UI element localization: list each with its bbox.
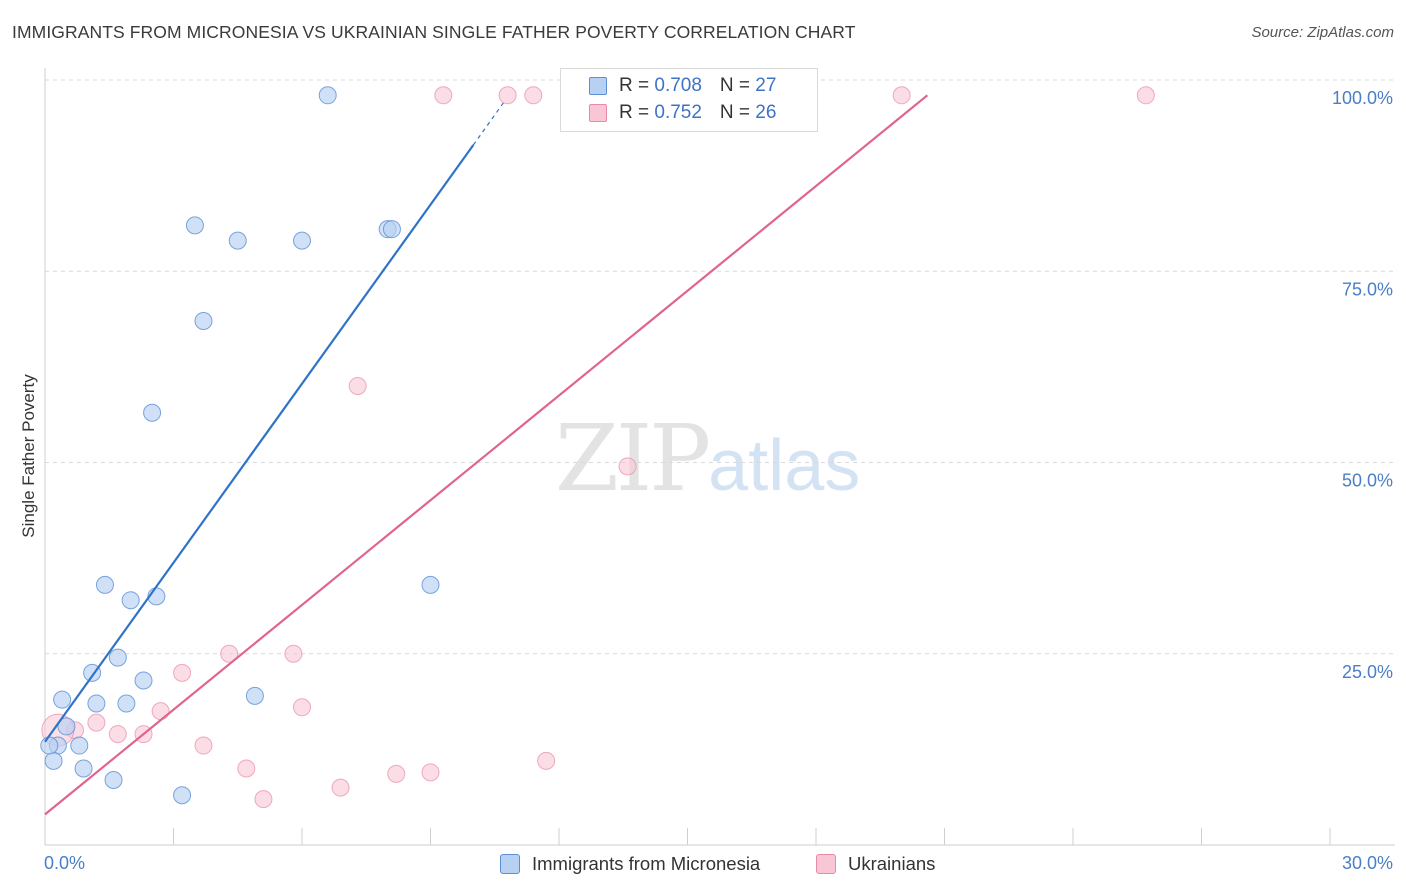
data-point-micronesia	[293, 231, 311, 250]
data-point-micronesia	[104, 770, 123, 789]
data-point-micronesia	[318, 86, 337, 105]
y-axis-label: Single Father Poverty	[19, 374, 38, 538]
data-point-micronesia	[143, 403, 162, 422]
x-tick-labels: 0.0% 30.0%	[44, 853, 1393, 873]
data-point-ukrainians	[892, 86, 911, 105]
axes	[44, 68, 1395, 846]
data-point-ukrainians	[194, 736, 213, 755]
data-point-micronesia	[134, 671, 153, 690]
data-point-micronesia	[117, 694, 136, 713]
legend-n-value: 27	[755, 75, 777, 96]
trend-lines	[44, 94, 929, 816]
data-point-ukrainians	[618, 457, 637, 476]
chart-title: IMMIGRANTS FROM MICRONESIA VS UKRAINIAN …	[12, 22, 856, 42]
data-point-micronesia	[121, 591, 140, 610]
data-point-ukrainians	[421, 763, 440, 782]
data-point-micronesia	[40, 736, 59, 755]
data-point-micronesia	[382, 220, 401, 239]
bottom-legend-swatch-ukrainians	[816, 854, 836, 874]
data-point-micronesia	[87, 694, 106, 713]
data-point-ukrainians	[524, 86, 543, 105]
series-ukrainians-points	[41, 86, 1155, 809]
data-point-ukrainians	[151, 702, 170, 721]
data-point-ukrainians	[434, 86, 453, 105]
trend-line-micronesia-extension	[472, 102, 504, 146]
y-tick-label: 75.0%	[1342, 279, 1393, 299]
bottom-legend-swatch-micronesia	[500, 854, 520, 874]
data-point-micronesia	[74, 759, 93, 778]
bottom-legend-label-ukrainians: Ukrainians	[848, 853, 936, 874]
data-point-micronesia	[108, 648, 127, 667]
gridlines	[45, 79, 1395, 655]
x-tick-label: 30.0%	[1342, 853, 1393, 873]
legend-n-value: 26	[755, 102, 777, 123]
legend-n-label: N =	[719, 75, 756, 96]
data-point-micronesia	[95, 575, 114, 594]
legend-swatch-ukrainians	[589, 104, 607, 122]
legend-r-value: 0.708	[654, 75, 702, 96]
data-point-ukrainians	[284, 644, 303, 663]
legend-swatch-micronesia	[589, 77, 607, 95]
legend-row-micronesia: R = 0.708 N = 27	[589, 73, 776, 99]
data-point-ukrainians	[293, 698, 311, 717]
data-point-ukrainians	[237, 759, 256, 778]
watermark: ZIPatlas	[555, 405, 860, 512]
data-point-ukrainians	[108, 725, 127, 744]
data-point-micronesia	[44, 751, 63, 770]
data-point-ukrainians	[498, 86, 517, 105]
data-point-micronesia	[185, 216, 204, 235]
bottom-legend-ukrainians: Ukrainians	[816, 852, 935, 876]
y-tick-labels: 25.0% 50.0% 75.0% 100.0%	[1332, 88, 1393, 682]
data-point-micronesia	[173, 786, 192, 805]
y-tick-label: 25.0%	[1342, 662, 1393, 682]
trend-line-micronesia	[44, 144, 475, 743]
legend-r-value: 0.752	[654, 102, 702, 123]
data-point-ukrainians	[331, 778, 350, 797]
legend-n-label: N =	[719, 102, 756, 123]
data-point-micronesia	[70, 736, 89, 755]
data-point-micronesia	[53, 690, 72, 709]
data-point-ukrainians	[254, 790, 273, 809]
data-point-ukrainians	[1136, 86, 1155, 105]
bottom-legend-label-micronesia: Immigrants from Micronesia	[532, 853, 761, 874]
y-tick-label: 50.0%	[1342, 471, 1393, 491]
watermark-atlas: atlas	[708, 426, 861, 506]
data-point-ukrainians	[387, 764, 406, 783]
series-micronesia-points	[40, 86, 440, 805]
data-point-ukrainians	[220, 644, 239, 663]
data-point-micronesia	[245, 686, 264, 705]
data-point-ukrainians	[173, 663, 192, 682]
y-tick-label: 100.0%	[1332, 88, 1393, 108]
data-point-micronesia	[194, 311, 213, 330]
correlation-legend: R = 0.708 N = 27 R = 0.752 N = 26	[560, 68, 818, 132]
data-point-ukrainians	[537, 751, 556, 770]
legend-r-label: R =	[619, 75, 655, 96]
bottom-legend-micronesia: Immigrants from Micronesia	[500, 852, 760, 876]
watermark-zip: ZIP	[555, 405, 711, 512]
data-point-ukrainians	[87, 713, 106, 732]
x-tick-label: 0.0%	[44, 853, 85, 873]
legend-r-label: R =	[619, 102, 655, 123]
data-point-ukrainians	[348, 377, 367, 395]
trend-line-ukrainians	[44, 94, 929, 816]
legend-row-ukrainians: R = 0.752 N = 26	[589, 100, 776, 126]
source-credit: Source: ZipAtlas.com	[1251, 24, 1394, 41]
data-point-micronesia	[228, 231, 247, 250]
data-point-micronesia	[57, 717, 76, 736]
data-point-micronesia	[421, 575, 440, 594]
